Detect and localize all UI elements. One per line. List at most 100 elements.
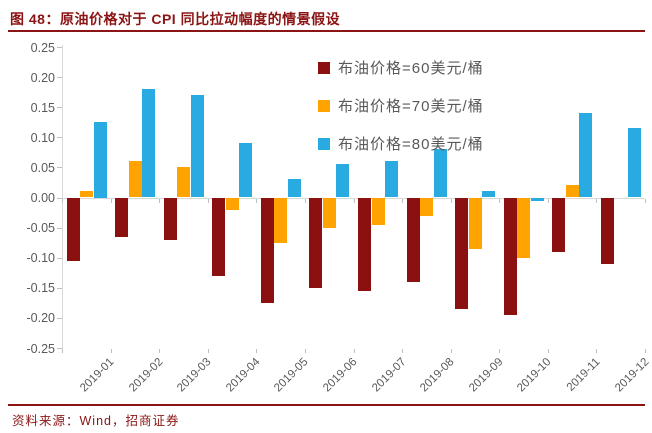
bar-布油价格=60美元/桶-2019-03 (163, 197, 177, 240)
legend-swatch-icon (318, 137, 330, 150)
x-axis-tick (499, 198, 501, 203)
bar-布油价格=70美元/桶-2019-08 (420, 197, 434, 216)
y-axis-tick-label: 0.10 (30, 130, 55, 145)
y-axis-tick-label: -0.10 (26, 251, 56, 266)
legend-label: 布油价格=60美元/桶 (338, 60, 484, 77)
y-axis-tick (57, 317, 62, 319)
bar-布油价格=80美元/桶-2019-07 (385, 161, 398, 198)
y-axis-tick (57, 348, 62, 349)
x-axis-tick (110, 349, 112, 353)
bar-布油价格=80美元/桶-2019-12 (627, 128, 641, 198)
y-axis-tick-label: 0.05 (30, 160, 55, 175)
x-axis-tick (353, 349, 355, 353)
footer-rule (8, 404, 645, 406)
y-axis-tick (57, 47, 62, 48)
bar-布油价格=60美元/桶-2019-02 (115, 197, 129, 237)
x-axis-tick (450, 349, 452, 353)
bar-布油价格=70美元/桶-2019-01 (80, 191, 93, 198)
bar-布油价格=70美元/桶-2019-04 (225, 197, 239, 210)
y-axis-tick (57, 197, 62, 199)
chart-legend: 布油价格=60美元/桶 布油价格=70美元/桶 布油价格=80美元/桶 (318, 54, 484, 168)
bar-布油价格=60美元/桶-2019-09 (455, 197, 469, 309)
x-axis-tick (207, 349, 209, 353)
bar-布油价格=70美元/桶-2019-07 (371, 197, 385, 225)
x-axis-tick (304, 349, 306, 353)
y-axis-tick-label: 0.20 (30, 70, 55, 85)
y-axis-tick-label: -0.25 (26, 341, 56, 356)
bar-布油价格=60美元/桶-2019-04 (212, 197, 226, 276)
source-note: 资料来源：Wind，招商证券 (12, 414, 180, 428)
bar-布油价格=60美元/桶-2019-08 (406, 197, 420, 282)
x-axis-tick (256, 198, 258, 203)
title-underline (8, 30, 645, 32)
legend-label: 布油价格=80美元/桶 (338, 136, 484, 153)
legend-label: 布油价格=70美元/桶 (338, 98, 484, 115)
bar-布油价格=80美元/桶-2019-11 (579, 113, 593, 198)
y-axis-tick (57, 257, 62, 259)
y-axis-tick (57, 107, 62, 109)
bar-布油价格=70美元/桶-2019-03 (177, 167, 191, 198)
x-axis-tick (62, 198, 63, 203)
bar-布油价格=60美元/桶-2019-05 (260, 197, 274, 303)
y-axis-tick-label: -0.15 (26, 281, 56, 296)
zero-baseline (62, 197, 645, 199)
x-axis-tick (450, 198, 452, 203)
bar-布油价格=80美元/桶-2019-01 (93, 122, 107, 198)
bar-布油价格=80美元/桶-2019-04 (239, 143, 253, 198)
bar-布油价格=60美元/桶-2019-10 (503, 197, 517, 315)
x-axis-tick (207, 198, 209, 203)
x-axis-tick (596, 349, 598, 353)
bar-布油价格=70美元/桶-2019-02 (128, 161, 142, 198)
x-axis-tick (256, 349, 258, 353)
y-axis-tick (57, 167, 62, 169)
bar-布油价格=60美元/桶-2019-07 (358, 197, 371, 291)
legend-item: 布油价格=70美元/桶 (318, 92, 484, 119)
y-axis-tick (57, 287, 62, 289)
bar-布油价格=80美元/桶-2019-06 (336, 164, 350, 198)
y-axis-tick (57, 227, 62, 229)
bar-布油价格=80美元/桶-2019-08 (433, 149, 447, 198)
x-axis-tick (402, 198, 404, 203)
x-axis-tick (159, 198, 161, 203)
figure-title: 图 48：原油价格对于 CPI 同比拉动幅度的情景假设 (10, 11, 341, 27)
x-axis-tick (159, 349, 161, 353)
legend-item: 布油价格=60美元/桶 (318, 54, 484, 81)
legend-swatch-icon (318, 61, 330, 74)
legend-swatch-icon (318, 99, 330, 112)
x-axis-tick (353, 198, 355, 203)
x-axis-tick (402, 349, 404, 353)
bar-布油价格=70美元/桶-2019-06 (322, 197, 336, 228)
bar-布油价格=60美元/桶-2019-01 (66, 197, 80, 261)
x-axis-tick (110, 198, 112, 203)
bar-布油价格=60美元/桶-2019-06 (309, 197, 323, 288)
bar-布油价格=80美元/桶-2019-09 (482, 191, 496, 198)
y-axis-tick-label: -0.05 (26, 221, 56, 236)
x-axis-tick (547, 198, 549, 203)
x-axis-tick (62, 349, 63, 353)
bar-布油价格=70美元/桶-2019-10 (517, 197, 531, 258)
bar-布油价格=70美元/桶-2019-09 (468, 197, 482, 249)
y-axis-tick-label: 0.25 (30, 40, 55, 55)
y-axis-tick (57, 137, 62, 139)
x-axis-tick (304, 198, 306, 203)
x-axis-tick (547, 349, 549, 353)
x-axis-tick (596, 198, 598, 203)
y-axis-tick (57, 77, 62, 79)
x-axis-tick (499, 349, 501, 353)
x-axis-tick (645, 198, 646, 203)
bar-布油价格=80美元/桶-2019-02 (142, 89, 156, 198)
bar-布油价格=60美元/桶-2019-11 (552, 197, 566, 252)
y-axis-tick-label: 0.00 (30, 191, 55, 205)
bar-布油价格=80美元/桶-2019-03 (190, 95, 204, 198)
x-axis-tick (645, 349, 646, 353)
bar-布油价格=70美元/桶-2019-11 (565, 185, 579, 198)
bar-布油价格=80美元/桶-2019-05 (287, 179, 301, 198)
y-axis-tick-label: -0.20 (26, 311, 56, 326)
legend-item: 布油价格=80美元/桶 (318, 130, 484, 157)
bar-布油价格=60美元/桶-2019-12 (600, 197, 614, 264)
bar-布油价格=70美元/桶-2019-05 (274, 197, 288, 243)
y-axis-tick-label: 0.15 (30, 100, 55, 115)
bar-布油价格=80美元/桶-2019-10 (530, 197, 544, 201)
